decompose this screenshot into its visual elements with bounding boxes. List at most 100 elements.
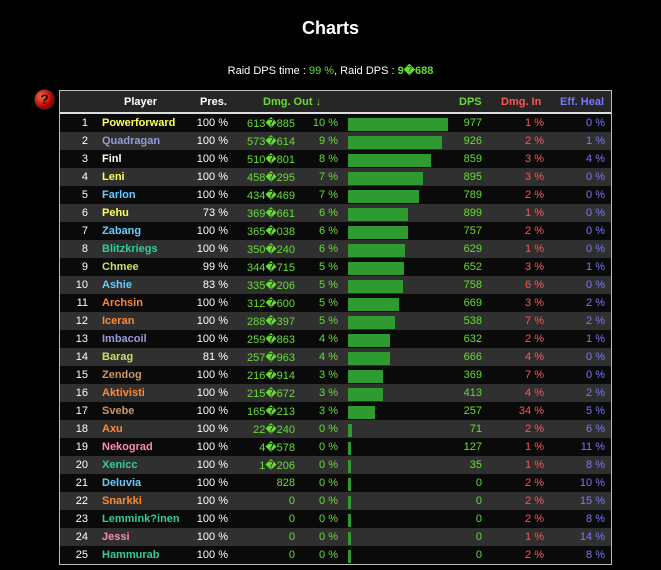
player-name[interactable]: Nekograd [102, 441, 153, 453]
table-row[interactable]: 14 Barag 81 % 257�963 4 % 666 4 % 0 % [60, 348, 611, 366]
damage-bar [348, 550, 351, 563]
player-name[interactable]: Snarkki [102, 495, 142, 507]
player-name[interactable]: Farlon [102, 189, 136, 201]
table-row[interactable]: 8 Blitzkriegs 100 % 350�240 6 % 629 1 % 0 % [60, 240, 611, 258]
effective-heal: 1 % [586, 333, 605, 345]
damage-out: 22�240 [253, 424, 295, 436]
presence: 100 % [196, 441, 228, 453]
row-rank: 13 [75, 333, 88, 345]
table-row[interactable]: 24 Jessi 100 % 0 0 % 0 1 % 14 % [60, 528, 611, 546]
player-name[interactable]: Blitzkriegs [102, 243, 158, 255]
table-row[interactable]: 10 Ashie 83 % 335�206 5 % 758 6 % 0 % [60, 276, 611, 294]
player-name[interactable]: Finl [102, 153, 122, 165]
player-name[interactable]: Xenicc [102, 459, 138, 471]
damage-percent: 0 % [319, 513, 338, 525]
damage-percent: 0 % [319, 531, 338, 543]
table-row[interactable]: 11 Archsin 100 % 312�600 5 % 669 3 % 2 % [60, 294, 611, 312]
table-row[interactable]: 19 Nekograd 100 % 4�578 0 % 127 1 % 11 % [60, 438, 611, 456]
damage-bar [348, 118, 448, 131]
raid-dps-time-value: 99 % [308, 65, 335, 77]
player-name[interactable]: Deluvia [102, 477, 142, 489]
player-name[interactable]: Ashie [102, 279, 132, 291]
player-name[interactable]: Barag [102, 351, 134, 363]
player-name[interactable]: Lemmink?inen [102, 513, 180, 525]
table-row[interactable]: 23 Lemmink?inen 100 % 0 0 % 0 2 % 8 % [60, 510, 611, 528]
table-row[interactable]: 12 Iceran 100 % 288�397 5 % 538 7 % 2 % [60, 312, 611, 330]
row-rank: 19 [75, 441, 88, 453]
row-rank: 25 [75, 549, 88, 561]
table-row[interactable]: 15 Zendog 100 % 216�914 3 % 369 7 % 0 % [60, 366, 611, 384]
table-row[interactable]: 17 Svebe 100 % 165�213 3 % 257 34 % 5 % [60, 402, 611, 420]
header-dmg-out[interactable]: Dmg. Out ↓ [263, 96, 322, 108]
dps-value: 413 [463, 387, 482, 399]
effective-heal: 0 % [586, 225, 605, 237]
header-pres[interactable]: Pres. [200, 96, 227, 108]
dps-value: 629 [463, 243, 482, 255]
damage-in: 1 % [525, 531, 544, 543]
table-row[interactable]: 22 Snarkki 100 % 0 0 % 0 2 % 15 % [60, 492, 611, 510]
damage-bar [348, 496, 351, 509]
damage-out: 0 [288, 531, 295, 543]
player-name[interactable]: Imbacoil [102, 333, 147, 345]
table-row[interactable]: 9 Chmee 99 % 344�715 5 % 652 3 % 1 % [60, 258, 611, 276]
damage-percent: 6 % [319, 207, 338, 219]
damage-percent: 0 % [319, 477, 338, 489]
table-row[interactable]: 13 Imbacoil 100 % 259�863 4 % 632 2 % 1 % [60, 330, 611, 348]
header-dps[interactable]: DPS [459, 96, 482, 108]
player-name[interactable]: Jessi [102, 531, 130, 543]
player-name[interactable]: Svebe [102, 405, 135, 417]
table-row[interactable]: 6 Pehu 73 % 369�661 6 % 899 1 % 0 % [60, 204, 611, 222]
damage-out: 0 [288, 495, 295, 507]
player-name[interactable]: Chmee [102, 261, 139, 273]
table-row[interactable]: 1 Powerforward 100 % 613�885 10 % 977 1 % 0 % [60, 114, 611, 132]
damage-table: Player Pres. Dmg. Out ↓ DPS Dmg. In Eff.… [59, 90, 612, 565]
dps-value: 0 [475, 549, 482, 561]
damage-in: 4 % [525, 351, 544, 363]
raid-summary: Raid DPS time : 99 %, Raid DPS : 9�688 [0, 64, 661, 77]
table-row[interactable]: 5 Farlon 100 % 434�469 7 % 789 2 % 0 % [60, 186, 611, 204]
damage-in: 1 % [525, 459, 544, 471]
damage-in: 2 % [525, 549, 544, 561]
player-name[interactable]: Quadragan [102, 135, 161, 147]
header-dmg-in[interactable]: Dmg. In [501, 96, 542, 108]
player-name[interactable]: Zabang [102, 225, 142, 237]
damage-bar [348, 442, 351, 455]
player-name[interactable]: Aktivisti [102, 387, 145, 399]
player-name[interactable]: Iceran [102, 315, 135, 327]
table-row[interactable]: 16 Aktivisti 100 % 215�672 3 % 413 4 % 2 % [60, 384, 611, 402]
player-name[interactable]: Leni [102, 171, 125, 183]
header-player[interactable]: Player [124, 96, 158, 108]
table-row[interactable]: 7 Zabang 100 % 365�038 6 % 757 2 % 0 % [60, 222, 611, 240]
player-name[interactable]: Zendog [102, 369, 142, 381]
player-name[interactable]: Pehu [102, 207, 129, 219]
table-row[interactable]: 2 Quadragan 100 % 573�614 9 % 926 2 % 1 % [60, 132, 611, 150]
damage-in: 1 % [525, 117, 544, 129]
player-name[interactable]: Powerforward [102, 117, 176, 129]
table-row[interactable]: 4 Leni 100 % 458�295 7 % 895 3 % 0 % [60, 168, 611, 186]
player-name[interactable]: Axu [102, 423, 123, 435]
header-eff-heal[interactable]: Eff. Heal [560, 96, 605, 108]
table-row[interactable]: 18 Axu 100 % 22�240 0 % 71 2 % 6 % [60, 420, 611, 438]
row-rank: 11 [76, 297, 88, 309]
table-row[interactable]: 25 Hammurab 100 % 0 0 % 0 2 % 8 % [60, 546, 611, 564]
damage-bar [348, 334, 390, 347]
dps-value: 666 [463, 351, 482, 363]
dps-value: 652 [463, 261, 482, 273]
row-rank: 12 [75, 315, 88, 327]
damage-bar [348, 424, 352, 437]
player-name[interactable]: Hammurab [102, 549, 160, 561]
damage-bar [348, 172, 423, 185]
effective-heal: 1 % [586, 135, 605, 147]
dps-value: 899 [463, 207, 482, 219]
player-name[interactable]: Archsin [102, 297, 143, 309]
table-row[interactable]: 3 Finl 100 % 510�801 8 % 859 3 % 4 % [60, 150, 611, 168]
table-row[interactable]: 21 Deluvia 100 % 828 0 % 0 2 % 10 % [60, 474, 611, 492]
dps-value: 0 [475, 513, 482, 525]
table-row[interactable]: 20 Xenicc 100 % 1�206 0 % 35 1 % 8 % [60, 456, 611, 474]
question-mark-icon[interactable]: ? [35, 90, 54, 109]
damage-out: 257�963 [247, 352, 295, 364]
row-rank: 16 [75, 387, 88, 399]
dps-value: 757 [463, 225, 482, 237]
damage-percent: 5 % [319, 297, 338, 309]
dps-value: 369 [463, 369, 482, 381]
